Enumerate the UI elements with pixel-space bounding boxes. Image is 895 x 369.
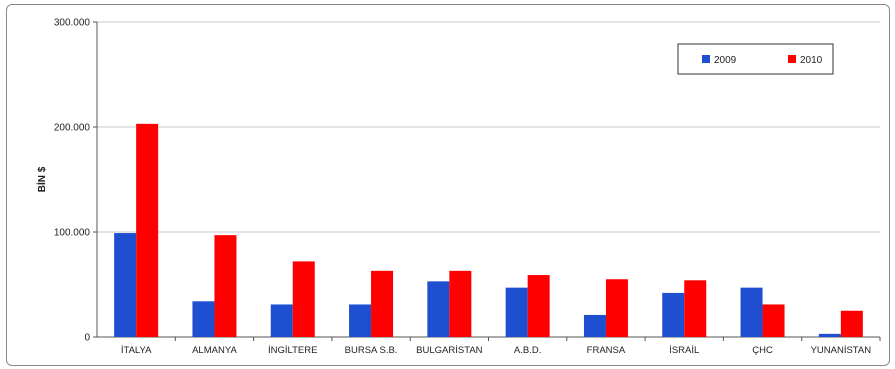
bar-2010-1 xyxy=(214,235,237,337)
bar-2010-9 xyxy=(840,310,863,337)
legend-swatch-2010 xyxy=(788,55,796,63)
x-tick-label-9: YUNANİSTAN xyxy=(811,345,872,356)
x-tick-label-5: A.B.D. xyxy=(514,345,541,356)
y-tick-label-2: 200.000 xyxy=(54,123,91,134)
x-tick-label-1: ALMANYA xyxy=(192,345,237,356)
y-tick-label-3: 300.000 xyxy=(54,18,91,29)
bar-2009-0 xyxy=(114,233,137,337)
bar-2010-3 xyxy=(371,270,394,337)
x-tick-label-2: İNGİLTERE xyxy=(268,345,317,356)
y-tick-label-1: 100.000 xyxy=(54,228,91,239)
bar-2010-7 xyxy=(684,280,707,337)
bar-2009-5 xyxy=(505,287,528,337)
bar-2009-2 xyxy=(270,304,293,337)
x-tick-label-4: BULGARİSTAN xyxy=(416,345,482,356)
x-tick-label-3: BURSA S.B. xyxy=(345,345,398,356)
bar-2009-7 xyxy=(662,292,685,337)
y-tick-label-0: 0 xyxy=(84,333,90,344)
y-axis-label: BİN $ xyxy=(35,166,48,192)
bar-2010-6 xyxy=(605,279,628,337)
bar-2010-4 xyxy=(449,270,472,337)
x-tick-label-0: İTALYA xyxy=(121,345,152,356)
bar-2009-6 xyxy=(583,314,606,337)
bar-2009-9 xyxy=(818,333,841,337)
x-tick-label-8: ÇHC xyxy=(752,345,773,356)
legend-swatch-2009 xyxy=(702,55,710,63)
bar-2010-0 xyxy=(136,123,159,337)
x-tick-label-7: İSRAİL xyxy=(669,345,699,356)
legend-label-2010: 2010 xyxy=(800,55,823,66)
x-tick-label-6: FRANSA xyxy=(587,345,626,356)
bar-2009-8 xyxy=(740,287,763,337)
bar-2010-8 xyxy=(762,304,785,337)
bar-2010-5 xyxy=(527,275,550,337)
bar-2009-4 xyxy=(427,281,450,337)
legend-label-2009: 2009 xyxy=(714,55,737,66)
bar-2010-2 xyxy=(292,261,315,337)
bar-2009-1 xyxy=(192,301,215,337)
bar-2009-3 xyxy=(349,304,372,337)
